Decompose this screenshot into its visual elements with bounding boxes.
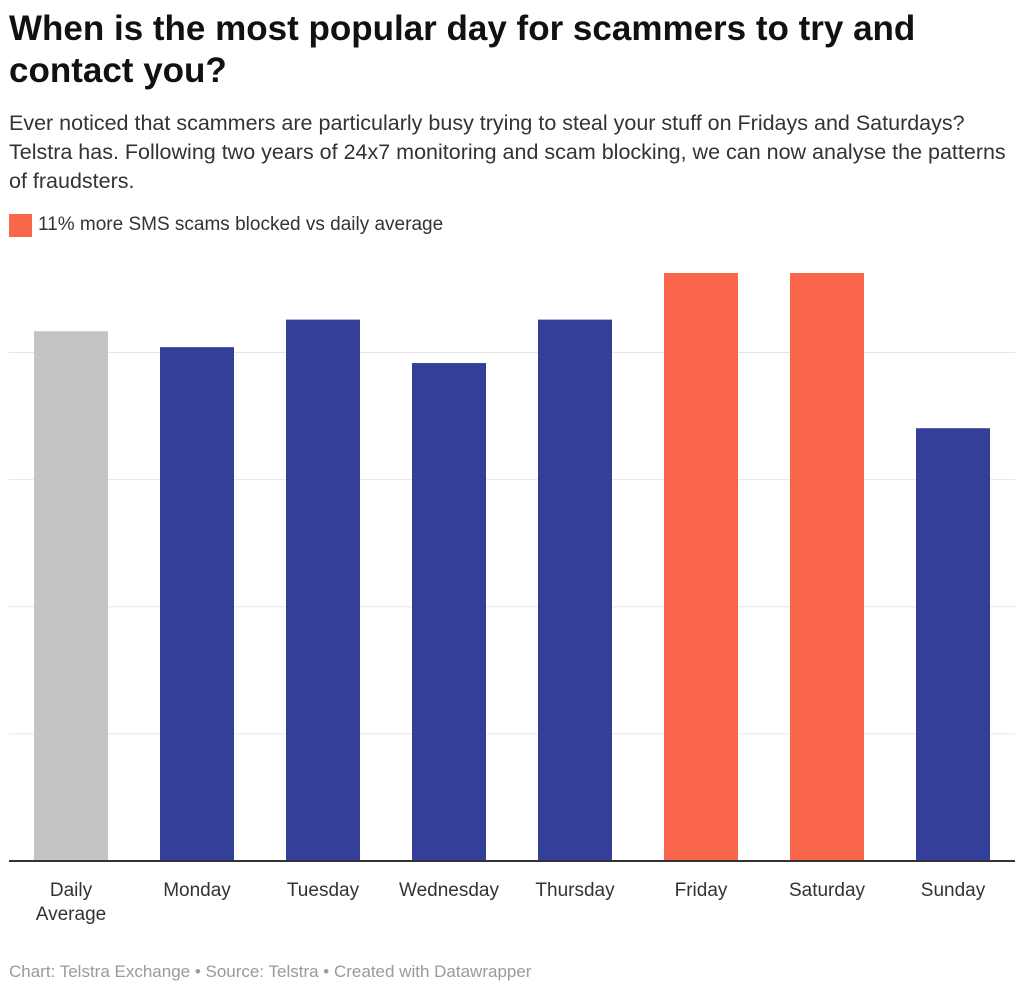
x-tick-label: Monday (163, 880, 231, 901)
bar-wednesday (412, 363, 486, 861)
x-tick-label: Daily Average (36, 880, 106, 925)
bar-thursday (538, 319, 612, 861)
footer-credit: Chart: Telstra Exchange • Source: Telstr… (9, 962, 532, 981)
bar-saturday (790, 273, 864, 861)
chart-subtitle: Ever noticed that scammers are particula… (9, 111, 1006, 193)
x-tick-label: Saturday (789, 880, 866, 901)
bar-daily-average (34, 331, 108, 861)
x-axis-labels: Daily Average Monday Tuesday Wednesday Thursd… (36, 880, 986, 925)
bar-friday (664, 273, 738, 861)
chart-title: When is the most popular day for scammer… (9, 9, 916, 90)
x-tick-label: Friday (675, 880, 728, 901)
gridlines (9, 351, 1015, 735)
legend: 11% more SMS scams blocked vs daily aver… (9, 213, 443, 237)
x-tick-label: Sunday (921, 880, 986, 901)
bar-sunday (916, 428, 990, 861)
bar-tuesday (286, 319, 360, 861)
legend-label: 11% more SMS scams blocked vs daily aver… (38, 214, 444, 235)
legend-swatch (9, 213, 32, 237)
x-tick-label: Thursday (535, 880, 615, 901)
x-tick-label: Wednesday (399, 880, 499, 901)
bar-monday (160, 347, 234, 861)
bars (34, 273, 990, 861)
x-tick-label: Tuesday (287, 880, 360, 901)
bar-chart: Daily Average Monday Tuesday Wednesday Thursd… (9, 273, 1015, 925)
